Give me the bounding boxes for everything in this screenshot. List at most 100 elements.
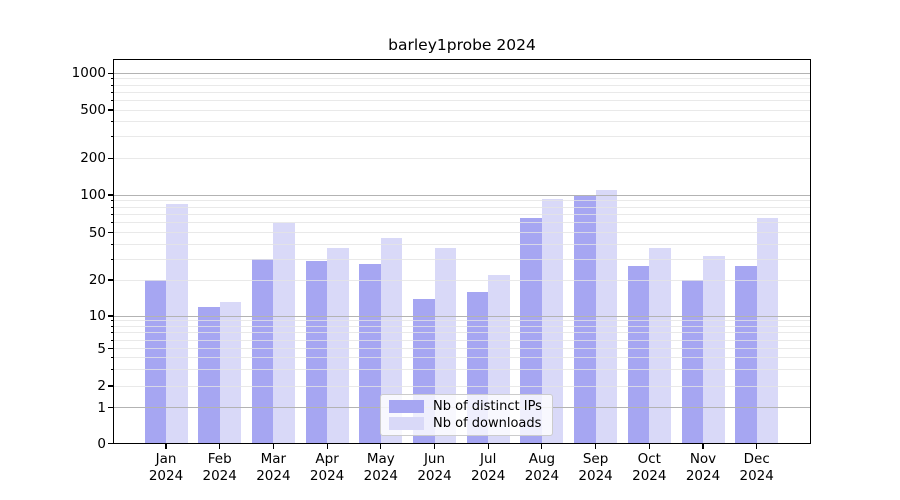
y-minor-tick-mark xyxy=(110,243,113,245)
gridline-minor xyxy=(114,109,810,111)
x-tick-label: Jul 2024 xyxy=(471,451,506,484)
x-tick-label: Sep 2024 xyxy=(578,451,613,484)
gridline-minor xyxy=(114,222,810,224)
y-minor-tick-mark xyxy=(110,385,113,387)
bar-downloads xyxy=(595,190,618,444)
y-minor-tick-mark xyxy=(110,258,113,260)
bar-distinct-ips xyxy=(198,306,220,444)
y-tick-label: 10 xyxy=(88,308,106,324)
y-tick-label: 500 xyxy=(80,102,106,118)
y-minor-tick-mark xyxy=(110,357,113,359)
x-tick-label: May 2024 xyxy=(363,451,398,484)
gridline-minor xyxy=(114,232,810,233)
gridline-minor xyxy=(114,200,810,202)
y-tick-label: 2 xyxy=(97,378,106,394)
bar-downloads xyxy=(327,248,349,444)
x-tick-mark xyxy=(648,443,650,449)
x-tick-mark xyxy=(219,443,221,449)
gridline-minor xyxy=(114,121,810,123)
y-tick-mark xyxy=(108,406,113,409)
y-minor-tick-mark xyxy=(110,232,113,233)
legend-row-distinct-ips: Nb of distinct IPs xyxy=(389,398,544,415)
bar-downloads xyxy=(756,218,779,444)
bar-downloads xyxy=(380,238,403,444)
legend-swatch-distinct-ips-icon xyxy=(389,400,424,413)
chart-title: barley1probe 2024 xyxy=(388,36,536,54)
y-tick-mark xyxy=(108,315,113,317)
bar-distinct-ips xyxy=(305,260,328,444)
y-tick-mark xyxy=(108,442,113,445)
gridline-major xyxy=(114,72,810,74)
x-tick-mark xyxy=(702,443,704,449)
gridline-minor xyxy=(114,78,810,80)
y-tick-mark xyxy=(108,72,113,74)
gridline-minor xyxy=(114,243,810,245)
y-minor-tick-mark xyxy=(110,157,113,159)
bar-distinct-ips xyxy=(359,264,381,444)
y-minor-tick-mark xyxy=(110,99,113,101)
y-minor-tick-mark xyxy=(110,200,113,202)
y-minor-tick-mark xyxy=(110,339,113,341)
y-tick-label: 1000 xyxy=(71,65,106,82)
x-tick-mark xyxy=(541,443,543,449)
bar-distinct-ips xyxy=(627,266,650,444)
x-tick-label: Feb 2024 xyxy=(202,451,237,484)
bar-distinct-ips xyxy=(681,280,703,444)
y-minor-tick-mark xyxy=(110,213,113,215)
y-minor-tick-mark xyxy=(110,78,113,80)
bar-distinct-ips xyxy=(735,266,757,444)
y-minor-tick-mark xyxy=(110,368,113,370)
legend-row-downloads: Nb of downloads xyxy=(389,415,544,432)
x-tick-label: Dec 2024 xyxy=(739,451,774,484)
x-tick-label: Jan 2024 xyxy=(148,451,184,484)
x-tick-label: Nov 2024 xyxy=(685,451,721,484)
y-minor-tick-mark xyxy=(110,109,113,111)
gridline-major xyxy=(114,194,810,196)
y-minor-tick-mark xyxy=(110,320,113,322)
y-minor-tick-mark xyxy=(110,332,113,334)
x-tick-mark xyxy=(272,443,274,449)
bar-downloads xyxy=(273,222,295,444)
x-tick-mark xyxy=(433,443,436,449)
x-tick-mark xyxy=(487,443,489,449)
bar-distinct-ips xyxy=(251,259,274,444)
y-tick-label: 1 xyxy=(97,399,106,416)
gridline-minor xyxy=(114,157,810,159)
x-tick-mark xyxy=(326,443,328,449)
bar-distinct-ips xyxy=(144,280,166,444)
bar-downloads xyxy=(703,255,725,444)
y-minor-tick-mark xyxy=(110,206,113,208)
bar-distinct-ips xyxy=(574,195,596,444)
bar-distinct-ips xyxy=(520,218,542,444)
y-tick-label: 5 xyxy=(97,340,106,357)
gridline-minor xyxy=(114,136,810,138)
y-minor-tick-mark xyxy=(110,326,113,327)
x-tick-label: Aug 2024 xyxy=(524,451,560,484)
y-tick-label: 20 xyxy=(88,272,106,288)
legend-label-distinct-ips: Nb of distinct IPs xyxy=(433,399,542,414)
legend-swatch-downloads-icon xyxy=(389,417,424,430)
gridline-minor xyxy=(114,84,810,86)
gridline-minor xyxy=(114,99,810,101)
y-tick-mark xyxy=(108,194,113,196)
y-tick-label: 0 xyxy=(97,435,106,452)
x-tick-label: Oct 2024 xyxy=(632,451,667,484)
gridline-minor xyxy=(114,206,810,208)
legend-label-downloads: Nb of downloads xyxy=(433,416,542,431)
x-tick-mark xyxy=(380,443,382,449)
y-minor-tick-mark xyxy=(110,222,113,224)
x-tick-label: Mar 2024 xyxy=(256,451,291,484)
x-tick-mark xyxy=(165,443,167,449)
x-tick-label: Apr 2024 xyxy=(309,451,345,484)
bar-downloads xyxy=(166,203,188,444)
y-tick-label: 100 xyxy=(80,187,106,203)
gridline-minor xyxy=(114,91,810,93)
x-tick-mark xyxy=(595,443,597,449)
legend: Nb of distinct IPs Nb of downloads xyxy=(380,394,553,436)
x-tick-mark xyxy=(756,443,758,449)
gridline-minor xyxy=(114,213,810,215)
bar-downloads xyxy=(649,248,671,444)
y-minor-tick-mark xyxy=(110,84,113,86)
y-minor-tick-mark xyxy=(110,136,113,138)
